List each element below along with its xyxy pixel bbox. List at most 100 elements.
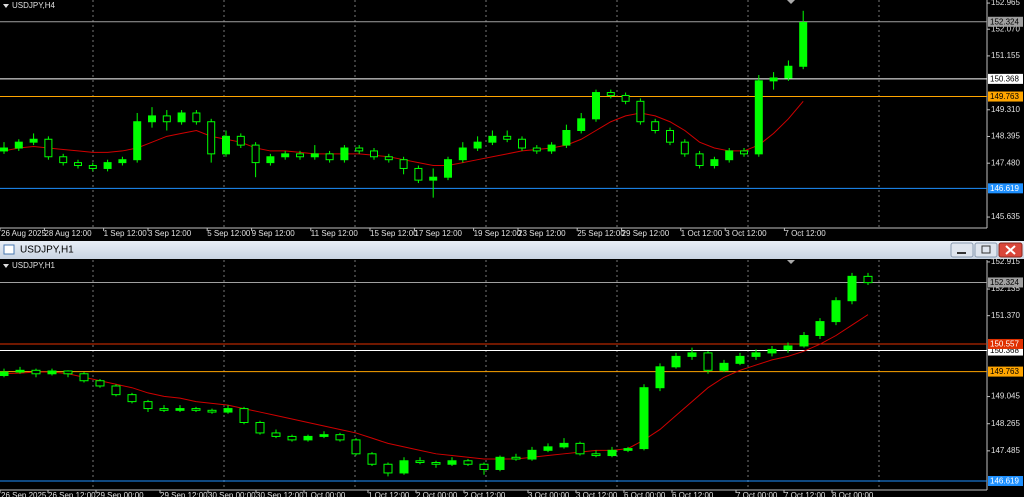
x-tick-label: 2 Oct 12:00 <box>464 491 506 497</box>
candle-body <box>74 162 82 167</box>
candle-body <box>666 129 674 143</box>
candle-body <box>0 371 9 377</box>
candle-body <box>769 77 778 82</box>
level-label: 146.619 <box>990 477 1019 486</box>
candle-body <box>415 460 425 464</box>
candle-body <box>783 345 793 350</box>
candle-body <box>488 135 497 143</box>
level-box <box>988 475 1023 486</box>
x-tick-label: 7 Oct 12:00 <box>784 229 826 238</box>
x-tick-label: 3 Sep 12:00 <box>148 229 192 238</box>
candle-body <box>143 401 153 410</box>
minimize-button[interactable] <box>950 242 974 258</box>
candle-body <box>431 462 441 465</box>
candle-body <box>207 409 217 413</box>
level-box <box>988 277 1023 288</box>
candle-body <box>831 300 841 323</box>
x-tick-label: 5 Sep 12:00 <box>207 229 251 238</box>
x-tick-label: 9 Sep 12:00 <box>252 229 296 238</box>
candle-body <box>799 335 809 347</box>
candle-body <box>687 352 697 357</box>
candle-body <box>191 408 201 411</box>
candle-body <box>784 65 793 79</box>
candle-body <box>655 366 665 389</box>
candle-body <box>266 156 275 164</box>
candle-body <box>503 135 512 140</box>
x-tick-label: 6 Oct 00:00 <box>624 491 666 497</box>
candle-body <box>177 112 186 123</box>
y-tick-label: 147.480 <box>991 158 1020 167</box>
candle-body <box>325 153 334 161</box>
candle-body <box>863 275 873 284</box>
restore-button[interactable] <box>974 242 998 258</box>
candle-body <box>559 442 569 448</box>
x-tick-label: 29 Sep 12:00 <box>622 229 670 238</box>
candle-body <box>319 434 329 437</box>
x-tick-label: 2 Oct 00:00 <box>416 491 458 497</box>
candle-body <box>287 435 297 441</box>
shift-marker <box>787 260 795 264</box>
candle-body <box>458 147 467 161</box>
candle-body <box>340 147 349 161</box>
candle-body <box>623 448 633 451</box>
level-label: 150.557 <box>990 340 1019 349</box>
candle-body <box>271 432 281 437</box>
level-label: 150.368 <box>990 74 1019 83</box>
x-tick-label: 1 Oct 00:00 <box>304 491 346 497</box>
window-titlebar: USDJPY,H1 <box>0 241 1024 259</box>
candle-body <box>473 141 482 149</box>
y-tick-label: 148.265 <box>991 419 1020 428</box>
candle-body <box>695 153 704 167</box>
candle-body <box>719 362 729 371</box>
y-tick-label: 151.370 <box>991 311 1020 320</box>
x-tick-label: 7 Oct 12:00 <box>784 491 826 497</box>
candle-body <box>355 147 364 152</box>
candle-body <box>767 348 777 354</box>
level-label: 149.763 <box>990 92 1019 101</box>
candle-body <box>79 373 89 382</box>
candle-body <box>710 159 719 167</box>
candle-body <box>636 100 645 123</box>
x-tick-label: 30 Sep 00:00 <box>208 491 256 497</box>
candle-body <box>725 150 734 161</box>
candle-body <box>162 115 171 123</box>
candle-body <box>236 135 245 146</box>
candle-body <box>223 408 233 413</box>
level-box <box>988 16 1023 27</box>
candle-body <box>335 434 345 441</box>
candle-body <box>88 165 97 169</box>
x-tick-label: 1 Oct 12:00 <box>681 229 723 238</box>
close-button[interactable] <box>998 242 1023 258</box>
candle-body <box>111 385 121 396</box>
candle-body <box>14 141 23 149</box>
candle-body <box>296 153 304 158</box>
candle-body <box>543 446 553 451</box>
x-tick-label: 3 Oct 00:00 <box>528 491 570 497</box>
candle-body <box>680 141 689 155</box>
candle-body <box>31 369 41 375</box>
y-tick-label: 145.635 <box>991 212 1020 221</box>
candle-body <box>351 439 361 455</box>
candle-body <box>607 449 617 457</box>
candle-body <box>651 121 660 131</box>
candle-body <box>255 421 265 434</box>
y-tick-label: 147.485 <box>991 446 1020 455</box>
candle-body <box>815 321 825 337</box>
candle-body <box>0 147 8 152</box>
x-tick-label: 28 Aug 12:00 <box>44 229 92 238</box>
level-label: 146.619 <box>990 184 1019 193</box>
candle-body <box>606 92 615 96</box>
level-box <box>988 366 1023 377</box>
window-icon <box>3 244 15 255</box>
candle-body <box>44 138 53 158</box>
candle-body <box>671 355 681 368</box>
x-tick-label: 15 Sep 12:00 <box>370 229 418 238</box>
candle-body <box>127 394 137 403</box>
y-tick-label: 152.070 <box>991 24 1020 33</box>
y-tick-label: 152.135 <box>991 284 1020 293</box>
title-marker <box>3 264 9 268</box>
candle-body <box>527 449 537 460</box>
level-box <box>988 345 1023 356</box>
x-tick-label: 29 Sep 00:00 <box>96 491 144 497</box>
